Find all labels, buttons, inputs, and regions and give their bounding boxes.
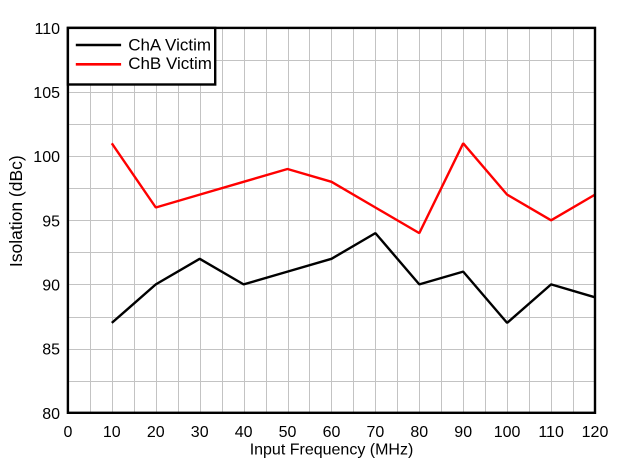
svg-text:80: 80	[42, 406, 60, 423]
svg-text:85: 85	[42, 342, 60, 359]
svg-text:10: 10	[103, 424, 121, 441]
svg-text:0: 0	[63, 424, 72, 441]
svg-text:50: 50	[279, 424, 297, 441]
svg-text:80: 80	[410, 424, 428, 441]
svg-text:90: 90	[454, 424, 472, 441]
svg-text:30: 30	[191, 424, 209, 441]
svg-text:Isolation (dBc): Isolation (dBc)	[6, 155, 26, 267]
svg-text:110: 110	[34, 21, 60, 38]
svg-text:40: 40	[235, 424, 253, 441]
svg-text:100: 100	[494, 424, 521, 441]
svg-text:120: 120	[582, 424, 609, 441]
svg-text:20: 20	[147, 424, 165, 441]
svg-text:60: 60	[323, 424, 341, 441]
svg-text:70: 70	[367, 424, 385, 441]
svg-text:90: 90	[42, 277, 60, 294]
svg-text:105: 105	[33, 85, 60, 102]
svg-text:ChB Victim: ChB Victim	[128, 54, 212, 73]
svg-text:Input Frequency (MHz): Input Frequency (MHz)	[250, 441, 414, 458]
svg-text:100: 100	[33, 149, 60, 166]
svg-text:95: 95	[42, 213, 60, 230]
svg-text:ChA Victim: ChA Victim	[128, 35, 211, 54]
svg-text:110: 110	[538, 424, 564, 441]
